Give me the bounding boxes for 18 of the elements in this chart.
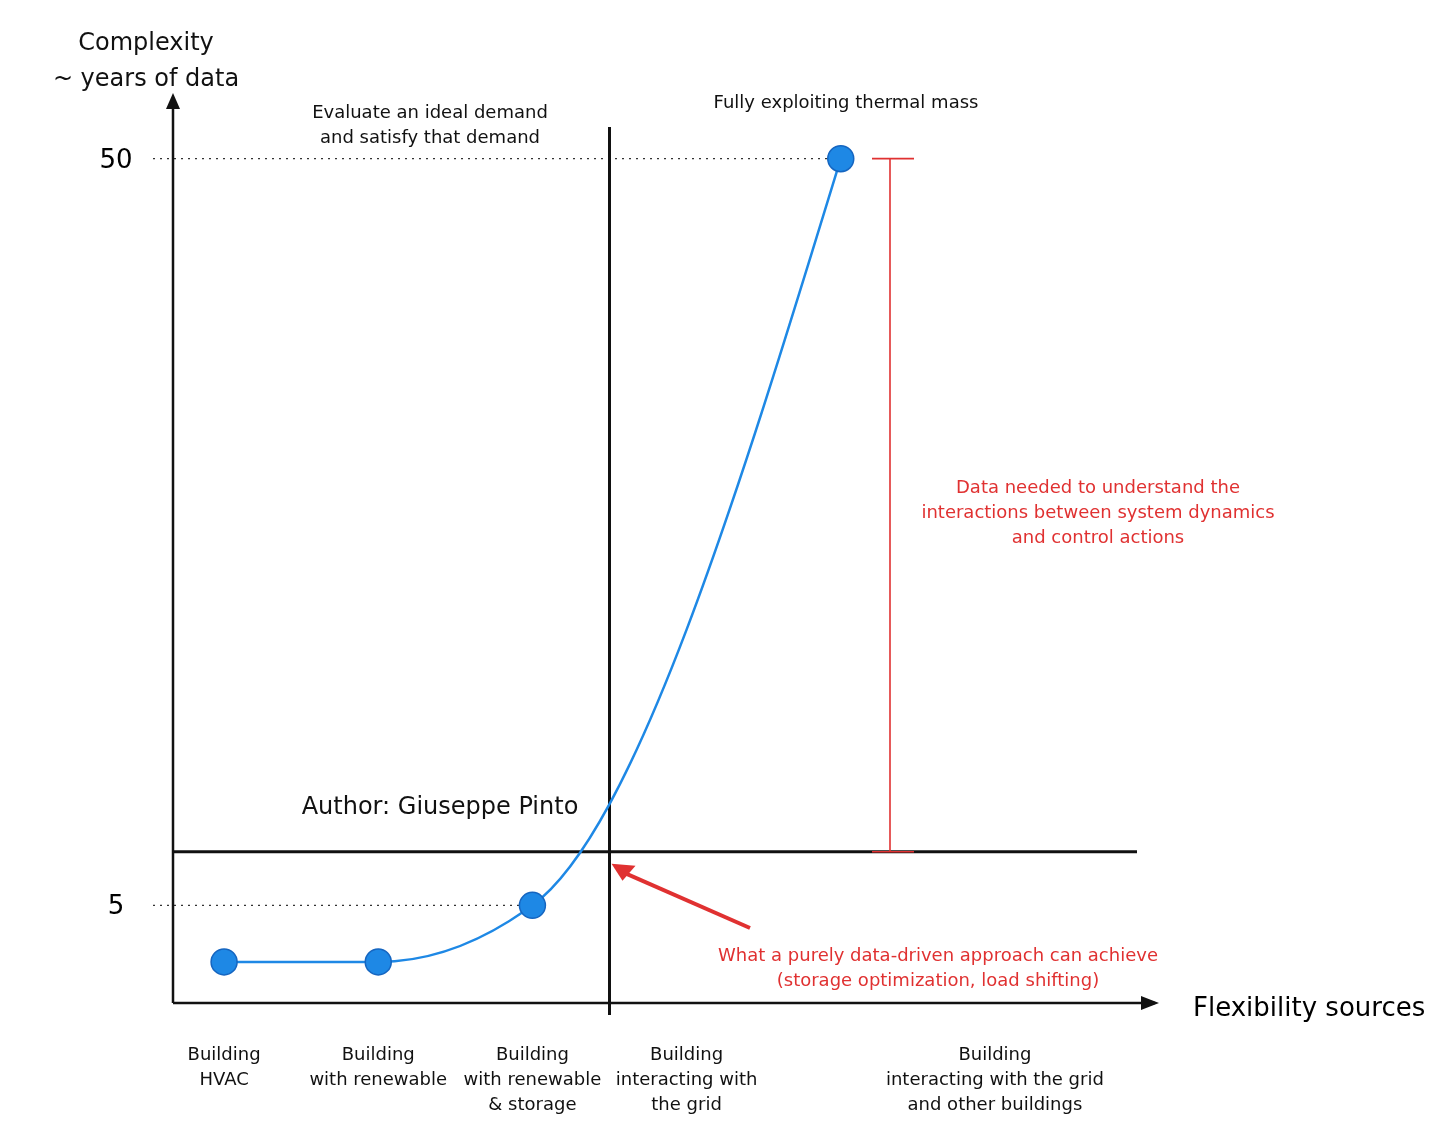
- x-tick-label: Building with renewable: [309, 1043, 448, 1089]
- annotation: Evaluate an ideal demand and satisfy that demand: [312, 101, 548, 147]
- y-tick-label: 5: [107, 890, 125, 921]
- x-tick-label: Building interacting with the grid: [615, 1043, 758, 1114]
- x-tick-label: Building with renewable & storage: [463, 1043, 602, 1114]
- x-axis-title: Flexibility sources: [1193, 992, 1426, 1022]
- annotation: Fully exploiting thermal mass: [713, 91, 979, 112]
- annotation: Data needed to understand the interactions between system dynamics and control actions: [921, 476, 1275, 548]
- point: [518, 891, 547, 920]
- point: [210, 948, 238, 976]
- x-tick-label: Building HVAC: [187, 1043, 261, 1089]
- annotation: Author: Giuseppe Pinto: [301, 792, 579, 820]
- x-tick-label: Building interacting with the grid and other buildings: [885, 1043, 1104, 1114]
- y-axis-title: Complexity ~ years of data: [52, 28, 240, 92]
- point: [827, 144, 855, 173]
- point: [364, 948, 392, 976]
- y-tick-label: 50: [99, 143, 133, 174]
- annotation: What a purely data-driven approach can achieve (storage optimization, load shifting): [718, 944, 1158, 990]
